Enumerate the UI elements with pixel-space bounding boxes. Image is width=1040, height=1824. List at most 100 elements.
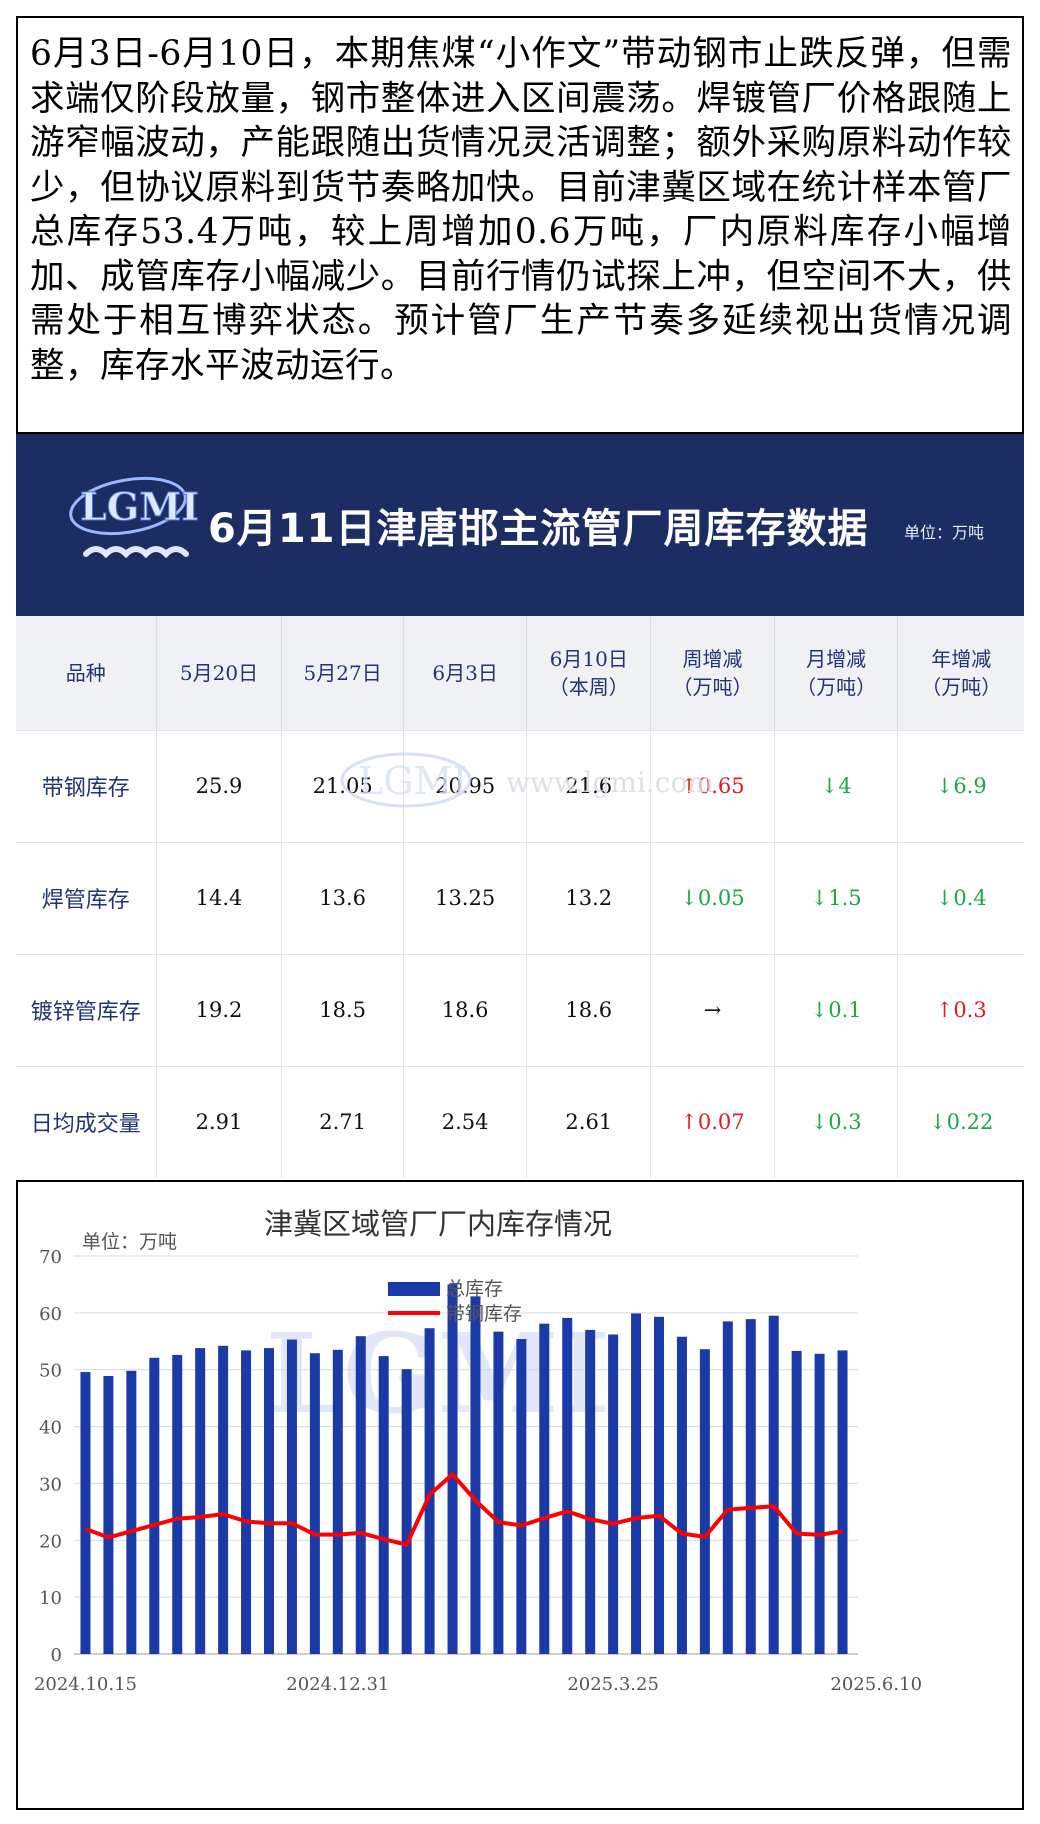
lgmi-logo: LGMI <box>66 468 216 586</box>
bar <box>516 1339 527 1654</box>
x-tick-label: 2025.3.25 <box>567 1674 659 1695</box>
report-paragraph: 6月3日-6月10日，本期焦煤“小作文”带动钢市止跌反弹，但需求端仅阶段放量，钢… <box>30 34 1012 386</box>
y-tick-label: 50 <box>39 1361 62 1382</box>
table-cell: 19.2 <box>156 953 283 1066</box>
table-cell: 13.2 <box>526 841 652 954</box>
bar <box>103 1375 114 1654</box>
banner-unit: 单位：万吨 <box>904 523 985 542</box>
line-series <box>84 1472 843 1547</box>
table-header-cell: 品种 <box>16 616 157 730</box>
bar <box>309 1353 320 1654</box>
bar <box>608 1334 619 1654</box>
table-cell: 14.4 <box>156 841 283 954</box>
bar <box>149 1357 160 1654</box>
inventory-chart: 津冀区域管厂厂内库存情况单位：万吨 0 10 20 30 40 50 60 70 LGMI 2024… <box>16 1180 1024 1810</box>
legend-label: 带钢库存 <box>446 1303 522 1325</box>
change-cell: ↓0.4 <box>897 841 1024 954</box>
bar <box>264 1348 274 1654</box>
change-cell: ↓1.5 <box>774 841 899 954</box>
bar <box>218 1345 229 1654</box>
x-tick-label: 2025.6.10 <box>830 1674 922 1695</box>
table-header-cell: 6月10日 （本周） <box>526 616 652 730</box>
table-header-cell: 年增减 （万吨） <box>897 616 1024 730</box>
table-cell: 13.25 <box>403 841 528 954</box>
table-header-cell: 月增减 （万吨） <box>774 616 899 730</box>
bar <box>355 1336 366 1654</box>
bar <box>631 1313 642 1654</box>
bar <box>791 1350 802 1654</box>
unit-label: 单位：万吨 <box>82 1231 177 1253</box>
y-tick-label: 20 <box>39 1531 62 1552</box>
table-header-row: 品种 5月20日 5月27日 6月3日 6月10日 （本周） 周增减 （万吨） 月增减 （万吨）年… <box>16 616 1024 730</box>
change-cell: ↑0.07 <box>650 1065 775 1178</box>
change-cell: ↑0.65 <box>650 729 775 842</box>
table-row: 镀锌管库存 19.2 18.5 18.6 18.6 → ↓0.1 ↑0.3 <box>16 953 1024 1066</box>
bar <box>676 1336 687 1654</box>
row-label: 焊管库存 <box>16 841 157 954</box>
table-row: 日均成交量 2.91 2.71 2.54 2.61 ↑0.07 ↓0.3 ↓0.22 <box>16 1065 1024 1178</box>
table-cell: 21.05 <box>281 729 404 842</box>
table-cell: 21.6 <box>526 729 652 842</box>
legend-label: 总库存 <box>446 1278 503 1300</box>
y-tick-label: 70 <box>39 1247 62 1268</box>
table-cell: 18.6 <box>526 953 652 1066</box>
bar <box>493 1331 504 1654</box>
bar <box>562 1317 573 1654</box>
bar <box>378 1356 389 1654</box>
bar <box>286 1339 297 1654</box>
table-row: 带钢库存 25.9 21.05 20.95 21.6 ↑0.65 ↓4 ↓6.9 <box>16 729 1024 842</box>
change-cell: ↓0.05 <box>650 841 775 954</box>
change-cell: → <box>650 953 775 1066</box>
table-cell: 2.71 <box>281 1065 404 1178</box>
change-cell: ↓0.3 <box>774 1065 899 1178</box>
table-cell: 2.91 <box>156 1065 283 1178</box>
table-header-cell: 5月27日 <box>281 616 404 730</box>
bar <box>401 1369 412 1654</box>
change-cell: ↓0.1 <box>774 953 899 1066</box>
bar <box>814 1353 825 1654</box>
table-cell: 2.61 <box>526 1065 652 1178</box>
bar <box>195 1348 206 1654</box>
table-header-cell: 5月20日 <box>156 616 283 730</box>
table-cell: 25.9 <box>156 729 283 842</box>
y-tick-label: 60 <box>39 1304 62 1325</box>
y-tick-label: 30 <box>39 1474 62 1495</box>
bar <box>80 1371 91 1654</box>
bar <box>745 1319 756 1654</box>
change-cell: ↑0.3 <box>897 953 1024 1066</box>
bar <box>470 1296 481 1654</box>
report-text-box: 6月3日-6月10日，本期焦煤“小作文”带动钢市止跌反弹，但需求端仅阶段放量，钢… <box>16 16 1024 434</box>
row-label: 日均成交量 <box>16 1065 157 1178</box>
bar <box>332 1349 343 1654</box>
table-body: 带钢库存 25.9 21.05 20.95 21.6 ↑0.65 ↓4 ↓6.9 焊管库存 14.… <box>16 729 1024 1178</box>
row-label: 带钢库存 <box>16 729 157 842</box>
header-banner: LGMI 6月11日津唐邯主流管厂周库存数据 单位：万吨 <box>16 434 1024 616</box>
bar <box>539 1323 550 1654</box>
bar <box>699 1349 710 1654</box>
change-cell: ↓4 <box>774 729 899 842</box>
bar <box>768 1315 779 1654</box>
table-header-cell: 6月3日 <box>403 616 528 730</box>
x-tick-label: 2024.10.15 <box>34 1674 137 1695</box>
y-tick-label: 10 <box>39 1588 62 1609</box>
y-tick-label: 40 <box>39 1418 62 1439</box>
bar <box>654 1316 664 1654</box>
bar <box>126 1370 137 1654</box>
table-cell: 18.5 <box>281 953 404 1066</box>
bar <box>585 1329 596 1654</box>
table-cell: 2.54 <box>403 1065 528 1178</box>
bar <box>172 1354 183 1654</box>
x-tick-label: 2024.12.31 <box>286 1674 389 1695</box>
bar <box>241 1350 252 1654</box>
change-cell: ↓0.22 <box>897 1065 1024 1178</box>
bar <box>722 1321 733 1654</box>
bar <box>837 1350 848 1654</box>
table-cell: 18.6 <box>403 953 528 1066</box>
chart-watermark: LGMI <box>266 1309 611 1438</box>
chart-title: 津冀区域管厂厂内库存情况 <box>264 1207 612 1241</box>
y-tick-label: 0 <box>51 1645 62 1666</box>
logo-wordmark: LGMI <box>80 484 199 529</box>
bar <box>424 1328 435 1654</box>
inventory-table: 品种 5月20日 5月27日 6月3日 6月10日 （本周） 周增减 （万吨） 月增减 （万吨）年… <box>16 616 1024 1178</box>
table-row: 焊管库存 14.4 13.6 13.25 13.2 ↓0.05 ↓1.5 ↓0.4 <box>16 841 1024 954</box>
